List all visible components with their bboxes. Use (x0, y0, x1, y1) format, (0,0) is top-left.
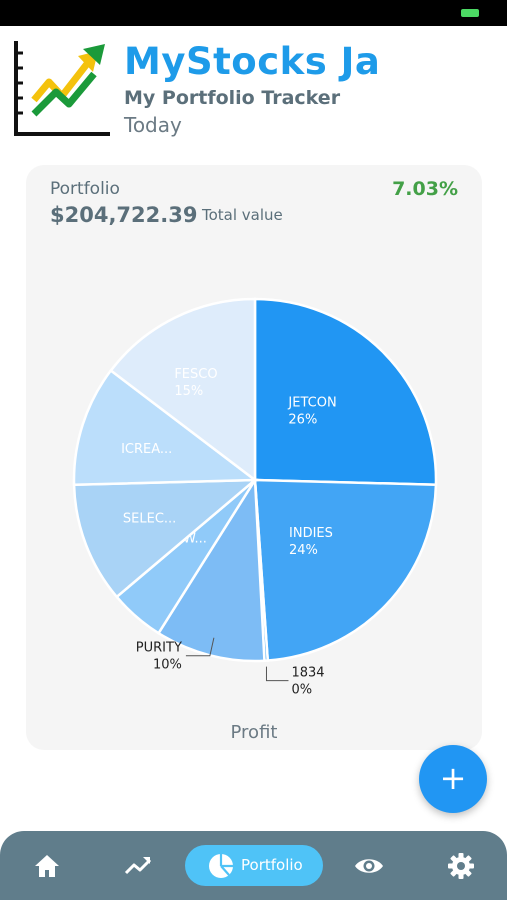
pie-slice-fesco[interactable] (109, 297, 257, 483)
battery-icon (461, 9, 479, 17)
pie-slice-selec[interactable] (72, 478, 259, 599)
gear-icon[interactable] (444, 849, 478, 883)
pie-leader-line (185, 637, 215, 657)
eye-icon[interactable] (352, 849, 386, 883)
pie-slice-icrea[interactable] (72, 368, 259, 487)
pie-slice-purity[interactable] (156, 475, 266, 663)
profit-label[interactable]: Profit (230, 722, 278, 743)
date-label: Today (124, 113, 182, 137)
pie-label-selec: SELEC... (123, 511, 176, 526)
pie-label-purity: PURITY 10% (136, 641, 182, 673)
total-value: $204,722.39 (50, 203, 198, 227)
pie-slice-indies[interactable] (253, 478, 438, 662)
nav-portfolio[interactable]: Portfolio (185, 845, 323, 886)
home-icon[interactable] (30, 849, 64, 883)
trending-icon[interactable] (121, 849, 155, 883)
pie-chart-icon (209, 854, 233, 878)
portfolio-pie-chart[interactable]: JETCON 26%INDIES 24%1834 0%PURITY 10%W...SEL… (26, 165, 482, 750)
pie-leader-line (265, 666, 289, 682)
pie-slice-jetcon[interactable] (253, 297, 438, 487)
app-title: MyStocks Ja (124, 40, 381, 83)
pie-label-jetcon: JETCON 26% (287, 395, 336, 427)
bottom-nav: Portfolio (0, 831, 507, 900)
pie-label-icrea: ICREA... (121, 442, 172, 457)
portfolio-label: Portfolio (50, 179, 120, 199)
change-percent: 7.03% (392, 178, 458, 200)
portfolio-card: Portfolio $204,722.39 Total value 7.03% … (26, 165, 482, 750)
app-logo (14, 41, 110, 136)
pie-label-indies: INDIES 24% (289, 526, 333, 558)
pie-label-fesco: FESCO 15% (174, 367, 217, 399)
add-button[interactable]: + (419, 745, 487, 813)
app-subtitle: My Portfolio Tracker (124, 87, 341, 109)
pie-label-1834: 1834 0% (291, 666, 324, 698)
total-value-label: Total value (202, 206, 283, 224)
nav-portfolio-label: Portfolio (241, 856, 303, 874)
status-bar (0, 0, 507, 26)
